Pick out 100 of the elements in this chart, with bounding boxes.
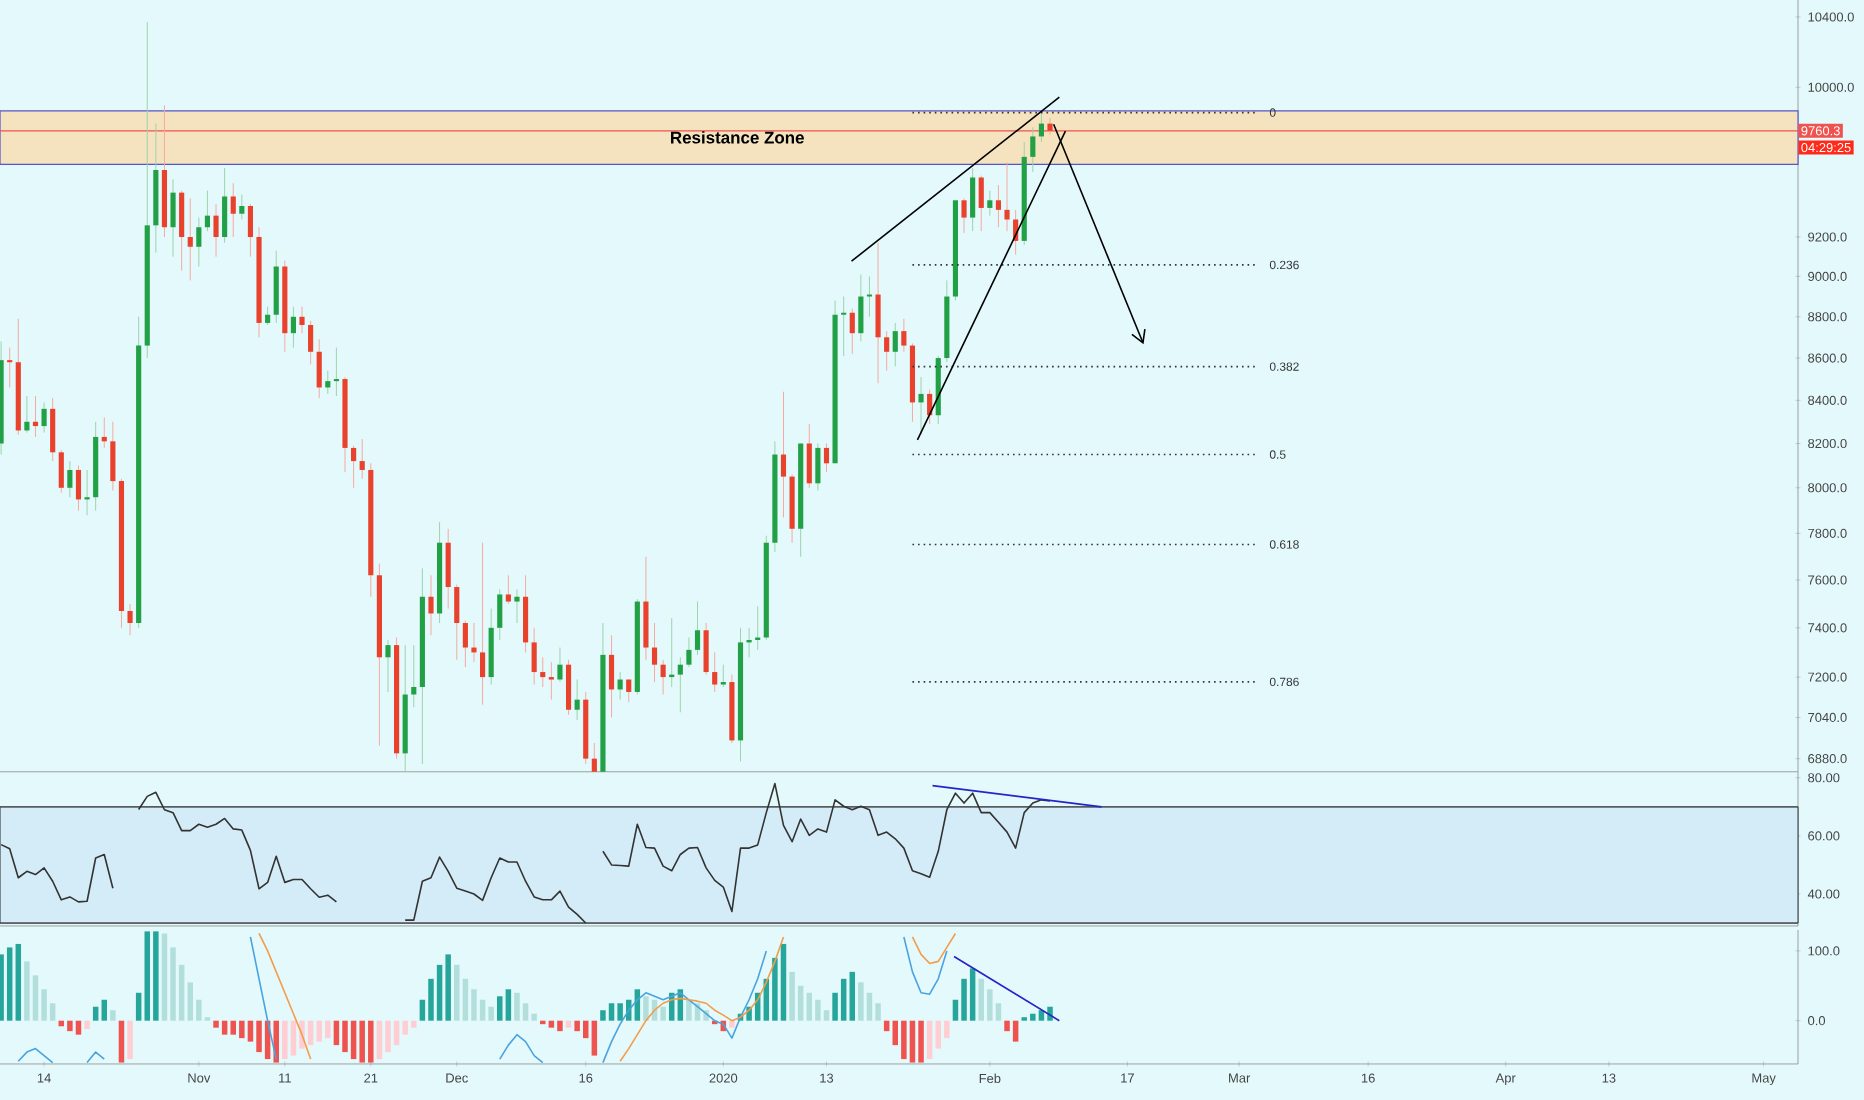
bar xyxy=(144,931,151,1021)
bar xyxy=(617,1003,623,1021)
candlestick xyxy=(557,647,563,683)
bar xyxy=(600,1010,606,1021)
bar xyxy=(643,996,649,1021)
bar xyxy=(858,982,864,1021)
bar xyxy=(729,1020,735,1028)
candlestick xyxy=(58,449,64,494)
candlestick xyxy=(643,556,649,661)
candlestick xyxy=(454,584,460,661)
bar xyxy=(15,943,22,1021)
candlestick xyxy=(32,395,39,438)
candlestick xyxy=(170,178,176,258)
candlestick xyxy=(445,528,451,610)
bar xyxy=(1012,1020,1019,1042)
candlestick xyxy=(686,637,692,668)
bar xyxy=(608,1003,615,1021)
candlestick xyxy=(823,443,830,473)
candlestick xyxy=(961,197,967,234)
candlestick xyxy=(497,588,503,641)
bar xyxy=(840,978,847,1021)
candlestick xyxy=(884,330,890,372)
candlestick xyxy=(608,634,615,718)
bar xyxy=(333,1020,340,1046)
bar xyxy=(686,999,692,1021)
candlestick xyxy=(308,320,314,365)
bar xyxy=(6,947,13,1021)
candlestick xyxy=(918,376,924,436)
candlestick xyxy=(127,603,133,636)
candlestick xyxy=(901,318,907,353)
candlestick xyxy=(7,347,13,388)
bar xyxy=(376,1020,383,1060)
candlestick xyxy=(849,308,855,355)
bar xyxy=(256,1020,262,1053)
bar xyxy=(290,1020,297,1056)
candlestick xyxy=(265,306,271,326)
candlestick xyxy=(591,742,597,773)
candlestick xyxy=(411,644,417,708)
candlestick xyxy=(428,574,434,636)
bar xyxy=(92,1006,99,1021)
bar xyxy=(282,1020,288,1060)
candlestick xyxy=(858,273,864,342)
candlestick xyxy=(196,217,202,267)
bar xyxy=(918,1020,924,1063)
candlestick xyxy=(67,460,73,498)
bar xyxy=(789,971,795,1021)
candlestick xyxy=(290,306,296,349)
bar xyxy=(161,933,168,1021)
candlestick xyxy=(660,659,666,696)
candlestick xyxy=(987,190,993,217)
candlestick xyxy=(299,306,305,334)
bar xyxy=(591,1020,598,1056)
bar xyxy=(505,989,512,1021)
candlestick xyxy=(359,438,365,480)
candlestick xyxy=(316,338,322,399)
candlestick xyxy=(703,622,709,676)
bar xyxy=(901,1020,907,1060)
bar xyxy=(969,968,976,1021)
candlestick xyxy=(385,639,391,693)
candlestick xyxy=(651,622,658,683)
candlestick xyxy=(239,194,245,221)
candlestick xyxy=(841,296,847,357)
candlestick xyxy=(75,465,82,512)
bar xyxy=(118,1020,125,1063)
bar xyxy=(488,1006,494,1021)
candlestick xyxy=(1030,126,1036,173)
candlestick xyxy=(247,203,254,258)
candlestick xyxy=(462,620,468,668)
candlestick xyxy=(548,661,554,701)
candlestick xyxy=(875,242,881,384)
candlestick xyxy=(110,421,116,491)
candlestick xyxy=(522,574,529,653)
candlestick xyxy=(1047,117,1053,136)
candlestick xyxy=(565,659,572,716)
candlestick xyxy=(815,443,821,491)
candlestick xyxy=(780,391,787,518)
candlestick xyxy=(806,423,812,489)
candlestick xyxy=(712,651,718,693)
bar xyxy=(909,1020,916,1063)
bar xyxy=(780,943,787,1021)
bar xyxy=(806,992,813,1021)
bar xyxy=(660,1006,666,1021)
bar xyxy=(221,1020,228,1035)
candlestick xyxy=(230,182,236,238)
bar xyxy=(153,931,159,1021)
candlestick xyxy=(325,370,331,395)
candlestick xyxy=(50,397,56,462)
bar xyxy=(385,1020,391,1053)
band-label: Resistance Zone xyxy=(671,131,804,144)
bar xyxy=(574,1020,580,1032)
candlestick xyxy=(41,401,47,434)
bar xyxy=(454,964,460,1021)
bar xyxy=(135,992,142,1021)
bar xyxy=(557,1020,563,1032)
candlestick xyxy=(531,627,537,686)
bar xyxy=(213,1020,219,1028)
candlestick xyxy=(505,574,511,605)
candlestick xyxy=(514,588,520,624)
candlestick xyxy=(471,622,477,663)
candlestick xyxy=(866,275,873,318)
